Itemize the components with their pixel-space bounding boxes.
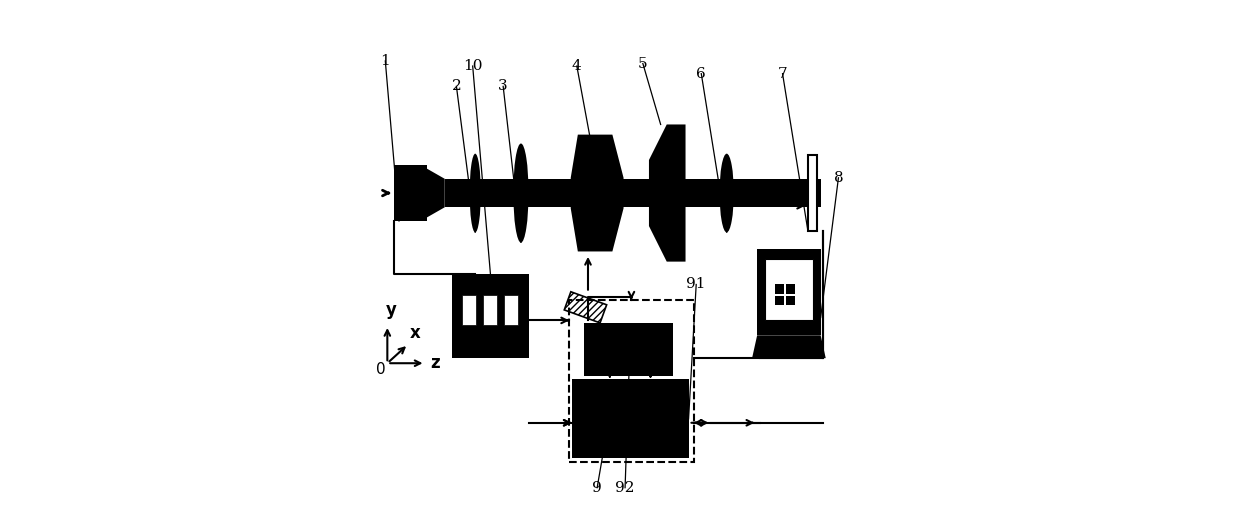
- Polygon shape: [427, 169, 445, 217]
- Text: 0: 0: [377, 362, 386, 377]
- Text: 1: 1: [381, 54, 391, 68]
- Bar: [461, 295, 476, 325]
- Text: 3: 3: [498, 79, 508, 93]
- Text: 7: 7: [777, 67, 787, 81]
- Ellipse shape: [470, 153, 481, 233]
- Ellipse shape: [719, 153, 734, 233]
- Text: 6: 6: [697, 67, 706, 81]
- Bar: [765, 259, 813, 320]
- Bar: [775, 296, 784, 305]
- Bar: [445, 179, 821, 207]
- Text: 5: 5: [639, 56, 647, 71]
- Text: y: y: [386, 301, 397, 319]
- Bar: [786, 296, 795, 305]
- Bar: [394, 165, 427, 221]
- Bar: [775, 284, 784, 294]
- Text: 4: 4: [572, 59, 582, 73]
- Polygon shape: [649, 124, 686, 262]
- Polygon shape: [753, 335, 826, 358]
- Bar: [584, 323, 673, 376]
- Bar: [453, 274, 528, 358]
- Ellipse shape: [513, 143, 528, 243]
- Text: 10: 10: [463, 59, 482, 73]
- Bar: [786, 284, 795, 294]
- Bar: [572, 379, 688, 458]
- Text: 9: 9: [593, 481, 601, 495]
- Bar: [758, 249, 821, 335]
- Polygon shape: [570, 135, 624, 251]
- Text: 2: 2: [451, 79, 461, 93]
- Text: 92: 92: [615, 481, 635, 495]
- Bar: [482, 295, 497, 325]
- Text: x: x: [410, 324, 420, 342]
- Text: 8: 8: [833, 171, 843, 185]
- Bar: [569, 300, 693, 462]
- Text: z: z: [430, 354, 440, 372]
- Bar: [505, 295, 518, 325]
- Text: 91: 91: [687, 277, 706, 292]
- Bar: [808, 155, 817, 231]
